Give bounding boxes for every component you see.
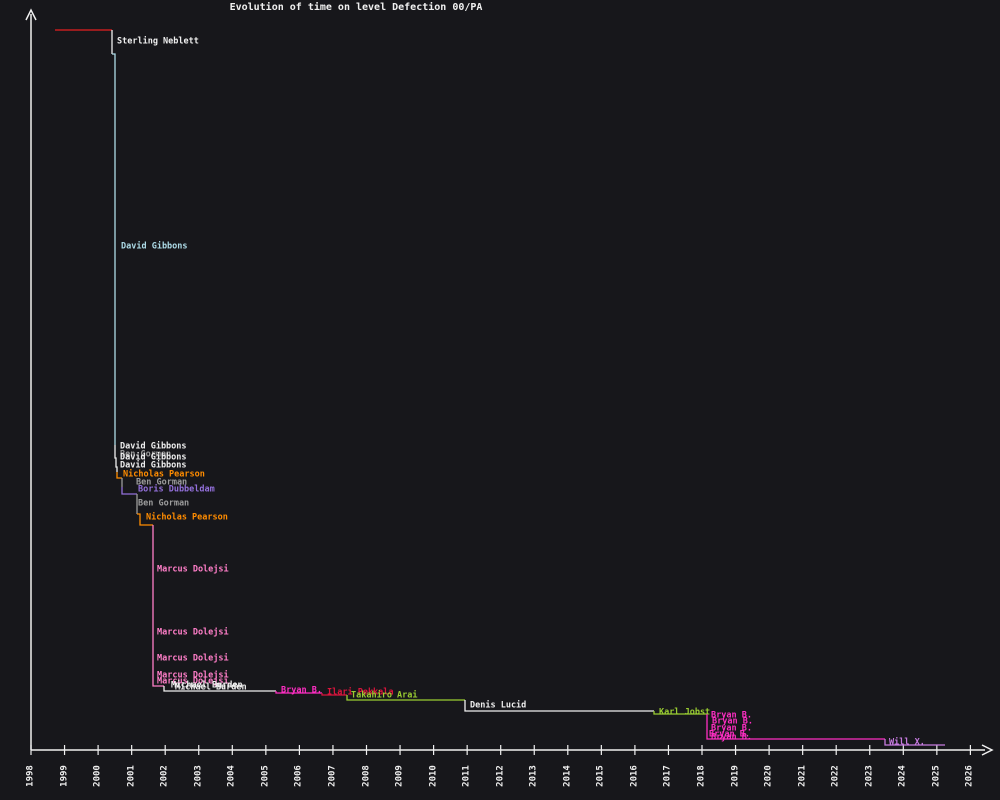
record-label: Ben Gorman [138,498,190,509]
record-line-segment [137,513,153,526]
record-line-segment [464,700,654,712]
x-tick-label-2004: 2004 [226,765,237,787]
record-line-segment [706,714,885,740]
record-label: Ilari Pekkala [327,687,394,698]
record-label: Michael Burden [175,682,247,693]
x-tick-label-2013: 2013 [528,765,539,787]
record-line-segment [884,739,945,746]
x-tick-label-2007: 2007 [327,765,338,787]
record-label: David Gibbons [120,441,187,452]
record-label: Marcus Dolejsi [157,564,229,575]
record-label: Ben Gorman [120,449,172,460]
record-label: David Gibbons [121,241,188,252]
x-tick-label-2018: 2018 [696,765,707,787]
x-axis-arrow-icon [981,744,994,756]
chart-title: Evolution of time on level Defection 00/… [229,2,483,13]
x-tick-label-2008: 2008 [361,765,371,787]
record-label: Nicholas Pearson [123,469,205,480]
record-line-segment [163,686,276,692]
x-tick-label-2011: 2011 [461,765,472,787]
x-tick-label-2016: 2016 [629,765,640,787]
record-label: Karl Jobst [659,707,711,718]
record-label: Boris Dubbeldam [138,484,215,495]
record-label: David Gibbons [120,452,187,463]
record-line-segment [346,695,465,701]
record-line-segment [653,711,707,715]
x-tick-label-2017: 2017 [662,765,673,787]
record-line-segment [152,525,164,687]
record-label: Will X. [889,737,925,748]
record-label: Bryan B. [711,710,752,721]
x-tick-label-2000: 2000 [92,765,103,787]
x-tick-label-2020: 2020 [763,765,774,787]
record-label: Denis Lucid [470,700,527,711]
record-label: Bryan B. [281,685,322,696]
record-label: Bryan B. [711,723,752,734]
y-axis-arrow-icon [25,8,37,21]
x-tick-label-2026: 2026 [964,765,975,787]
x-tick-label-1999: 1999 [59,765,70,787]
record-label: Marcus Dolejsi [157,627,229,638]
record-line-segment [275,691,322,694]
record-label: Marcus Dolejsi [157,653,229,664]
record-line-segment [116,472,122,479]
x-tick-label-2002: 2002 [159,765,170,787]
x-tick-label-2019: 2019 [730,765,741,787]
x-tick-label-2022: 2022 [830,765,841,787]
record-label: Bryan B. [712,716,753,727]
record-label: David Gibbons [120,460,187,471]
x-tick-label-2021: 2021 [797,765,808,787]
x-tick-label-2012: 2012 [495,765,506,787]
x-tick-label-1998: 1998 [25,765,36,787]
x-tick-label-2006: 2006 [293,765,304,787]
record-label: Ben Gorman [136,477,188,488]
record-line-segment [121,487,137,495]
record-label: Takahiro Arai [351,690,418,701]
x-tick-label-2015: 2015 [595,765,606,787]
record-label: Michael Burden [171,680,243,691]
record-label: Marcus Dolejsi [157,670,229,681]
record-label: Sterling Neblett [117,36,199,47]
record-line-segment [112,53,116,445]
x-tick-label-2003: 2003 [193,765,204,787]
record-label: Nicholas Pearson [146,512,228,523]
x-tick-label-2005: 2005 [260,765,271,787]
x-tick-label-2001: 2001 [126,765,137,787]
x-tick-label-2024: 2024 [897,765,908,787]
record-label: Marcus Dolejsi [157,676,229,687]
x-tick-label-2023: 2023 [864,765,875,787]
record-label: Bryan B. [709,729,750,740]
x-tick-label-2010: 2010 [428,765,439,787]
record-label: Bryan B. [711,732,752,743]
record-line-segment [321,693,347,696]
x-tick-label-2025: 2025 [931,765,942,787]
record-line-segment [114,445,118,472]
x-tick-label-2014: 2014 [562,765,573,787]
x-tick-label-2009: 2009 [394,765,405,787]
